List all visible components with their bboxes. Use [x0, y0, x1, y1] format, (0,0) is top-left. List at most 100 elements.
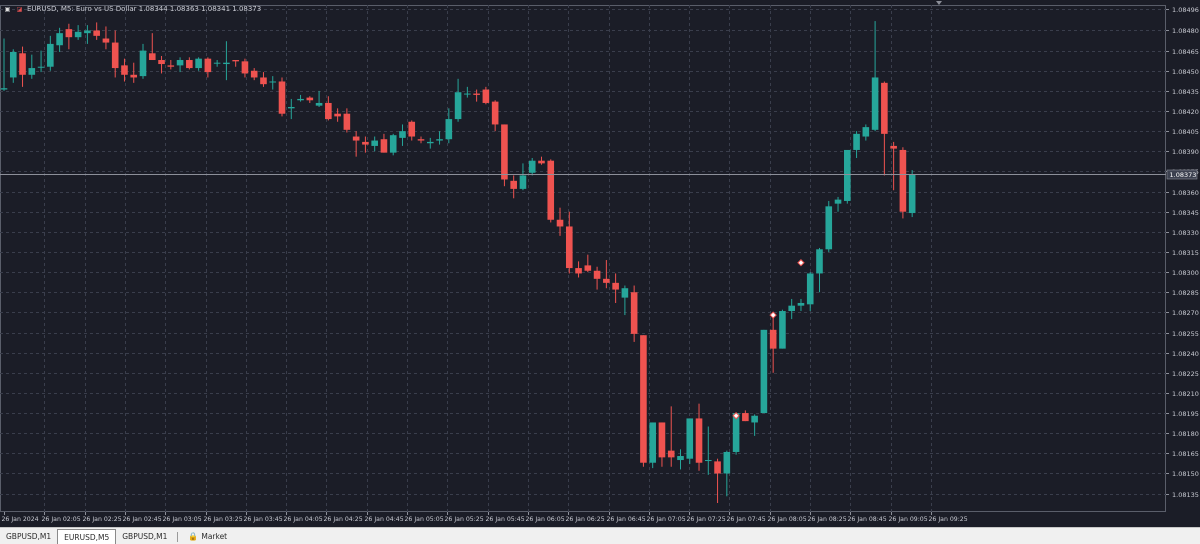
x-tick-label: 26 Jan 04:45 [365, 516, 404, 523]
candle-body [593, 270, 601, 279]
candle-body [769, 329, 777, 349]
x-tick-label: 26 Jan 07:25 [687, 516, 726, 523]
candle-body [871, 77, 879, 130]
candle-body [528, 160, 536, 173]
candle [325, 96, 332, 121]
chart-window-icon[interactable]: ▣ [4, 5, 11, 13]
y-tick-label: 1.08360 [1172, 189, 1199, 197]
y-tick-label: 1.08480 [1172, 27, 1199, 35]
y-tick-label: 1.08240 [1172, 350, 1199, 358]
candle [102, 26, 110, 50]
x-tick-label: 26 Jan 09:05 [889, 516, 928, 523]
candle [148, 33, 156, 61]
arrow-buy-marker [732, 412, 740, 420]
candle [565, 211, 573, 274]
y-tick-label: 1.08345 [1172, 209, 1199, 217]
candle [473, 89, 480, 102]
chart-canvas[interactable]: 1.08496 1.08480 1.08465 1.08450 1.08435 1.084… [0, 0, 1200, 527]
candle-body [28, 68, 36, 75]
candle-body [603, 278, 610, 283]
candle-body [834, 199, 842, 204]
candle-body [306, 97, 314, 101]
x-tick-label: 26 Jan 06:05 [526, 516, 565, 523]
candle [862, 124, 870, 141]
candle-body [704, 460, 712, 462]
candle [260, 72, 267, 87]
x-tick-label: 26 Jan 05:45 [486, 516, 525, 523]
candle [649, 422, 656, 469]
y-tick-label: 1.08210 [1172, 390, 1199, 398]
candle-body [176, 60, 184, 66]
candle-body [445, 119, 453, 140]
arrow-up-marker [797, 259, 805, 267]
candle-body [352, 136, 360, 141]
x-tick-label: 26 Jan 05:25 [445, 516, 484, 523]
candle-body [297, 98, 304, 101]
candle [111, 30, 119, 78]
candle-body [816, 249, 823, 274]
candle [278, 77, 286, 117]
x-tick-label: 26 Jan 04:05 [284, 516, 323, 523]
candle [204, 57, 212, 78]
candle-body [195, 58, 202, 69]
tab-label: GBPUSD,M1 [122, 532, 168, 541]
candle-body [389, 135, 397, 153]
candle [843, 149, 851, 204]
candle-body [788, 305, 795, 312]
candle [408, 120, 416, 141]
x-tick-label: 26 Jan 07:45 [727, 516, 766, 523]
tab-separator [177, 532, 179, 542]
tab-market[interactable]: 🔒 Market [182, 530, 233, 543]
candle-body [491, 101, 499, 125]
candle [306, 96, 314, 103]
candle-body [436, 139, 443, 141]
x-tick-label: 26 Jan 03:05 [163, 516, 202, 523]
candle [732, 413, 740, 455]
candle-body [408, 121, 416, 137]
candle [426, 137, 434, 149]
tab-gbpusd-m1[interactable]: GBPUSD,M1 [0, 530, 57, 543]
candle [621, 285, 629, 316]
candle-body [760, 329, 768, 414]
y-tick-label: 1.08390 [1172, 148, 1199, 156]
price-chart[interactable]: 1.08496 1.08480 1.08465 1.08450 1.08435 1.084… [0, 0, 1200, 527]
candle [501, 124, 508, 187]
tab-eurusd-m5[interactable]: EURUSD,M5 [57, 529, 117, 544]
candle-body [556, 219, 564, 227]
y-tick-label: 1.08300 [1172, 269, 1199, 277]
y-tick-label: 1.08330 [1172, 229, 1199, 237]
candle-body [881, 82, 888, 134]
candle-body [148, 53, 156, 61]
candle-body [417, 139, 425, 141]
candle-body [640, 335, 647, 463]
x-tick-label: 26 Jan 02:25 [83, 516, 122, 523]
tab-gbpusd-m1-second[interactable]: GBPUSD,M1 [116, 530, 173, 543]
marker-shape [797, 259, 805, 267]
candle [297, 94, 304, 102]
candle [74, 25, 82, 40]
candle-body [93, 30, 100, 36]
tab-label: Market [201, 532, 228, 541]
candle-body [102, 38, 110, 43]
candle [343, 108, 351, 133]
y-tick-label: 1.08135 [1172, 491, 1199, 499]
candle-body [464, 93, 471, 95]
candle [519, 163, 527, 191]
candle [167, 60, 175, 70]
trade-panel-icon[interactable]: ◪ [16, 5, 23, 13]
candle [28, 54, 36, 79]
candle-body [454, 92, 462, 120]
candle [825, 200, 833, 252]
candle [287, 98, 295, 120]
candle [788, 298, 795, 320]
candle [834, 196, 842, 212]
candle [797, 298, 805, 312]
candle-body [139, 50, 147, 77]
candle-body [37, 66, 45, 68]
candle-body [186, 60, 193, 69]
candle [686, 418, 694, 465]
candle [899, 147, 907, 219]
candle-body [232, 60, 239, 62]
tab-label: EURUSD,M5 [64, 532, 110, 542]
candle [454, 78, 462, 122]
